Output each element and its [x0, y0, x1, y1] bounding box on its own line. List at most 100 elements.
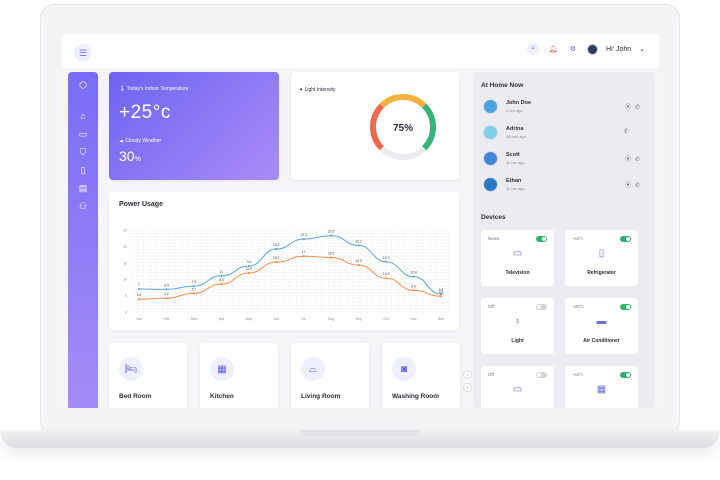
data-point [439, 295, 443, 298]
data-point [275, 247, 278, 251]
power-usage-title: Power Usage [119, 201, 163, 208]
x-tick-label: Dec [438, 317, 444, 321]
x-tick-label: Feb [163, 317, 169, 321]
data-label: 20.3 [355, 239, 362, 243]
data-label: 10.3 [383, 272, 390, 276]
series-line-0 [138, 235, 442, 295]
menu-icon[interactable]: ☰ [74, 44, 92, 62]
data-point [384, 260, 388, 263]
device-toggle[interactable] [620, 236, 631, 242]
data-label: 4.8 [439, 290, 444, 294]
data-label: 16.6 [328, 252, 335, 256]
monitor-icon[interactable]: ▭ [78, 129, 88, 139]
data-point [384, 277, 388, 280]
y-tick-label: 5 [125, 294, 127, 298]
list-item[interactable]: Scott 11 hrs ago ⦿✆ [483, 149, 648, 171]
device-card-fridge-2[interactable]: ~15°c ▦ [565, 366, 638, 408]
location-phone-icons[interactable]: ⦿✆ [624, 105, 644, 111]
device-status: News [488, 236, 500, 241]
avatar[interactable] [587, 43, 599, 55]
device-toggle[interactable] [536, 304, 547, 310]
power-usage-chart: 0 5 10 15 20 25 Jan Feb Mar Apr May Jun Jul Aug Sep Oct… [123, 229, 450, 321]
device-toggle[interactable] [536, 236, 547, 242]
list-item[interactable]: John Doe 2 hrs ago ⦿✆ [483, 97, 648, 119]
location-phone-icons[interactable]: ⦿✆ [624, 183, 644, 189]
gauge-arc-green [421, 103, 436, 151]
chevron-right-icon[interactable]: › [463, 383, 472, 392]
data-label: 11.9 [246, 267, 252, 271]
data-point [357, 263, 360, 267]
location-phone-icons[interactable]: ⦿✆ [624, 157, 644, 163]
data-point [137, 298, 141, 301]
device-card-refrigerator[interactable]: ~15°c ▯ Refrigerator [565, 230, 638, 286]
home-icon[interactable]: ⌂ [80, 111, 86, 121]
data-label: 5.7 [192, 287, 197, 291]
room-label: Washing Room [392, 393, 440, 400]
person-name: Ethan [506, 178, 522, 184]
x-tick-label: Aug [328, 317, 334, 321]
data-point [247, 264, 250, 268]
bell-icon[interactable]: 🔔︎ [548, 46, 558, 53]
room-card-bed-room[interactable]: 🛏︎ Bed Room [109, 343, 187, 408]
id-card-icon[interactable]: ▤ [78, 183, 88, 193]
data-point [165, 288, 168, 291]
data-label: 7 [138, 283, 140, 287]
data-point [412, 275, 415, 278]
x-tick-label: Jun [273, 317, 279, 321]
room-card-living-room[interactable]: ⌓ Living Room [291, 343, 369, 408]
y-tick-label: 25 [123, 229, 127, 233]
room-card-kitchen[interactable]: ▦ Kitchen [200, 343, 278, 408]
list-item[interactable]: Adrina 58 min ago ✆ [483, 123, 648, 145]
data-point [302, 255, 305, 258]
y-tick-label: 15 [123, 261, 127, 265]
phone-icon[interactable]: ✆ [623, 129, 644, 135]
device-status: ~15°c [572, 372, 584, 377]
device-toggle[interactable] [620, 304, 631, 310]
x-tick-label: Oct [383, 317, 388, 321]
room-card-washing-room[interactable]: ◙ Washing Room [382, 343, 460, 408]
device-status: ~20°c [572, 304, 584, 309]
device-card-air-conditioner[interactable]: ~20°c ▬ Air Conditioner [565, 298, 638, 354]
data-point [137, 287, 141, 291]
search-icon[interactable]: ⌕ [527, 43, 540, 55]
device-toggle[interactable] [620, 372, 631, 378]
person-name: Adrina [506, 126, 524, 132]
gear-icon[interactable]: ⚙ [569, 46, 577, 53]
fridge-icon: ▦ [596, 384, 607, 395]
chevron-down-icon[interactable]: ⌄ [639, 46, 645, 53]
data-point [302, 238, 305, 241]
data-label: 15.2 [273, 256, 280, 260]
data-label: 19.2 [273, 243, 280, 247]
data-label: 14.3 [355, 259, 362, 263]
data-label: 6.9 [164, 283, 169, 287]
device-card-laptop[interactable]: Off ▭ [481, 366, 554, 408]
device-toggle[interactable] [536, 372, 547, 378]
chevron-left-icon[interactable]: ‹ [463, 370, 472, 379]
x-tick-label: Nov [410, 317, 416, 321]
data-point [275, 261, 278, 264]
user-greeting[interactable]: Hi' John [606, 45, 632, 53]
book-icon[interactable]: ▯ [80, 165, 86, 175]
device-card-television[interactable]: News ▭ Television [481, 230, 554, 286]
laptop-icon: ▭ [512, 384, 523, 395]
humidity-value: 30% [119, 148, 141, 164]
temperature-value: +25°c [119, 102, 171, 123]
list-item[interactable]: Ethan 11 hrs ago ⦿✆ [483, 175, 648, 197]
data-point [192, 292, 196, 295]
ac-icon: ▬ [596, 316, 607, 327]
device-card-light[interactable]: Off ♁ Light [481, 298, 554, 354]
at-home-title: At Home Now [481, 82, 524, 89]
data-point [330, 234, 333, 237]
topbar: ☰ ⌕ 🔔︎ ⚙ Hi' John ⌄ [62, 34, 659, 68]
users-icon[interactable]: ⚇ [78, 201, 88, 211]
data-label: 4.2 [164, 292, 169, 296]
cube-icon[interactable]: ⬡ [79, 80, 87, 90]
person-name: John Doe [506, 100, 532, 106]
room-label: Living Room [301, 393, 341, 400]
person-name: Scott [506, 152, 520, 158]
bulb-icon: ♁ [513, 316, 522, 327]
shield-icon[interactable]: ⛉ [79, 147, 87, 157]
avatar [483, 177, 498, 192]
data-point [247, 271, 250, 275]
gauge-arc-red [370, 103, 385, 151]
